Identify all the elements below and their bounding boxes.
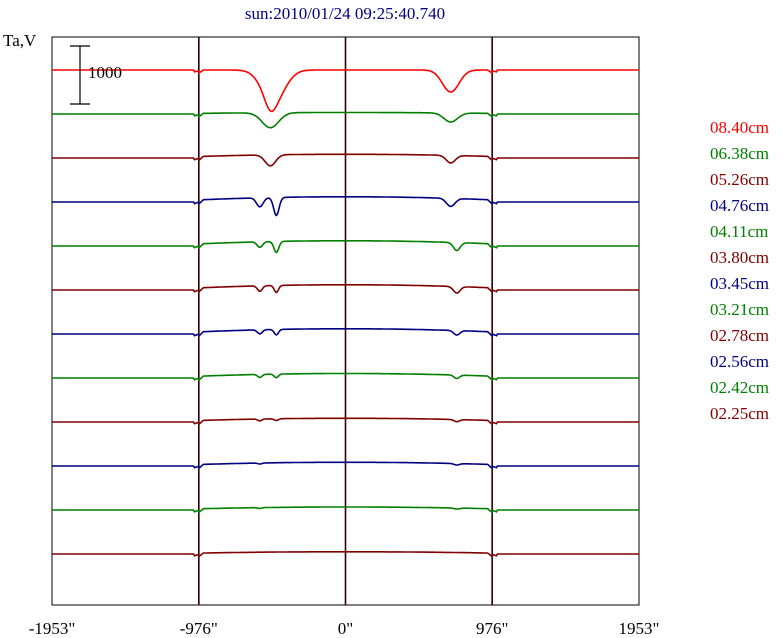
- x-tick-label-2: 0": [338, 619, 353, 638]
- x-tick-label-4: 1953": [619, 619, 660, 638]
- series-line-02.78cm: [52, 417, 639, 426]
- scale-bar-label: 1000: [88, 63, 122, 82]
- series-line-02.25cm: [52, 551, 639, 558]
- series-line-03.80cm: [52, 284, 639, 294]
- legend-entry-02.56cm: 02.56cm: [710, 352, 769, 371]
- legend-entry-06.38cm: 06.38cm: [710, 144, 769, 163]
- series-line-02.56cm: [52, 461, 639, 470]
- legend-entry-02.42cm: 02.42cm: [710, 378, 769, 397]
- legend-entry-08.40cm: 08.40cm: [710, 118, 769, 137]
- series-line-04.76cm: [52, 196, 639, 217]
- scale-bar: 1000: [70, 45, 122, 105]
- legend-entry-03.21cm: 03.21cm: [710, 300, 769, 319]
- legend-entry-03.80cm: 03.80cm: [710, 248, 769, 267]
- chart-title: sun:2010/01/24 09:25:40.740: [245, 4, 445, 23]
- x-tick-labels: -1953" -976" 0" 976" 1953": [29, 619, 660, 638]
- y-axis-label: Ta,V: [3, 31, 37, 50]
- series-line-06.38cm: [52, 111, 639, 129]
- series-line-04.11cm: [52, 240, 639, 254]
- series-line-03.21cm: [52, 372, 639, 382]
- series-line-05.26cm: [52, 153, 639, 167]
- legend-entry-03.45cm: 03.45cm: [710, 274, 769, 293]
- series-group: [52, 69, 639, 558]
- legend: 08.40cm 06.38cm 05.26cm 04.76cm 04.11cm 03.80…: [710, 118, 769, 423]
- series-line-02.42cm: [52, 506, 639, 514]
- legend-entry-02.25cm: 02.25cm: [710, 404, 769, 423]
- series-line-03.45cm: [52, 328, 639, 338]
- legend-entry-04.76cm: 04.76cm: [710, 196, 769, 215]
- legend-entry-02.78cm: 02.78cm: [710, 326, 769, 345]
- x-tick-label-3: 976": [476, 619, 508, 638]
- legend-entry-04.11cm: 04.11cm: [710, 222, 768, 241]
- legend-entry-05.26cm: 05.26cm: [710, 170, 769, 189]
- series-line-08.40cm: [52, 69, 639, 113]
- x-tick-label-1: -976": [180, 619, 218, 638]
- x-tick-label-0: -1953": [29, 619, 76, 638]
